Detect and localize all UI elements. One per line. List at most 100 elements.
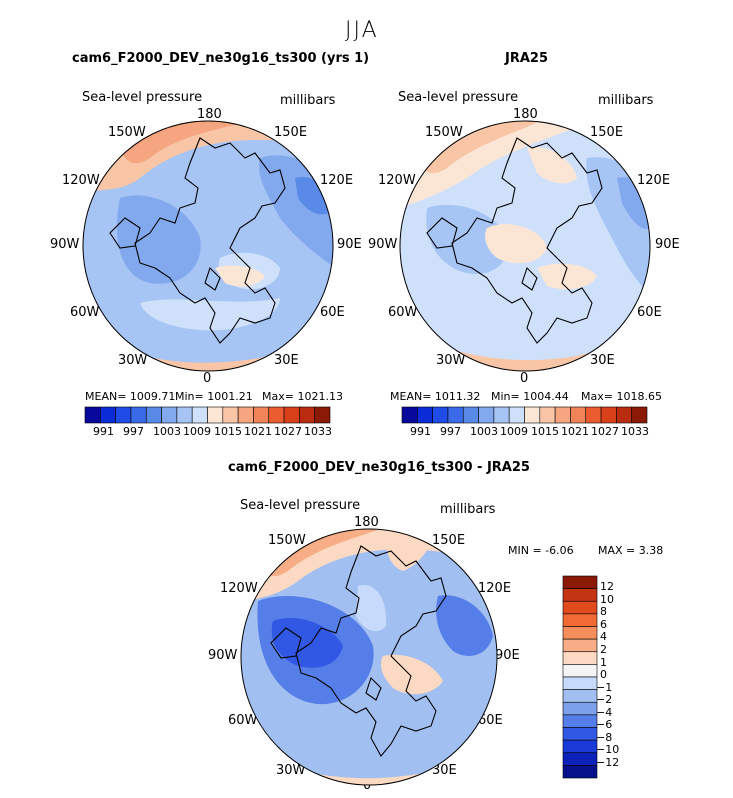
panel1-colorbar [84, 406, 331, 424]
colorbar-swatch [631, 406, 648, 424]
colorbar-swatch [585, 406, 602, 424]
colorbar-swatch [314, 406, 331, 424]
panel1-colorbar-tick: 1015 [214, 425, 242, 438]
panel2-high-patch-north [527, 147, 577, 184]
colorbar-swatch [562, 739, 598, 754]
panel3-lon-30e: 30E [432, 763, 457, 778]
panel1-lon-150w: 150W [108, 125, 146, 140]
colorbar-swatch [562, 575, 598, 589]
panel3-colorbar-tick: −4 [596, 706, 613, 719]
colorbar-swatch [539, 406, 556, 424]
panel3-coastline [270, 545, 447, 757]
panel1-title: cam6_F2000_DEV_ne30g16_ts300 (yrs 1) [72, 51, 370, 66]
panel3-lon-30w: 30W [276, 763, 306, 778]
panel3-colorbar-tick: −6 [596, 718, 613, 731]
colorbar-swatch [191, 406, 208, 424]
panel1-lon-150e: 150E [274, 125, 308, 140]
colorbar-swatch [570, 406, 587, 424]
colorbar-swatch [562, 600, 598, 615]
panel2-lon-0: 0 [520, 371, 529, 386]
colorbar-swatch [616, 406, 632, 424]
colorbar-swatch [562, 765, 598, 779]
panel3-lon-90w: 90W [208, 648, 238, 663]
colorbar-swatch [562, 626, 598, 640]
colorbar-swatch [84, 406, 101, 424]
panel2-colorbar-tick: 1003 [470, 425, 498, 438]
colorbar-swatch [100, 406, 116, 424]
panel3-colorbar-tick: −8 [596, 731, 613, 744]
panel3-lon-120e: 120E [478, 581, 512, 596]
panel3-lon-150w: 150W [268, 533, 306, 548]
panel3-negative-east [436, 595, 493, 656]
panel1-lon-90w: 90W [50, 237, 80, 252]
panel1-lon-30w: 30W [118, 353, 148, 368]
panel2-map [399, 120, 651, 372]
panel1-colorbar-tick: 1003 [153, 425, 181, 438]
panel2-high-patch-east [537, 263, 597, 290]
panel1-coastline [109, 137, 286, 344]
panel3-lon-180: 180 [354, 515, 379, 530]
colorbar-swatch [432, 406, 449, 424]
panel3-map [240, 528, 498, 786]
panel3-colorbar-tick: 1 [600, 656, 607, 669]
panel2-min: Min= 1004.44 [491, 390, 569, 403]
panel1-lon-120w: 120W [62, 173, 100, 188]
panel3-colorbar-tick: 6 [600, 618, 607, 631]
colorbar-swatch [508, 406, 525, 424]
colorbar-swatch [253, 406, 270, 424]
panel3-colorbar-tick: 8 [600, 605, 607, 618]
panel3-lon-60e: 60E [478, 713, 503, 728]
colorbar-swatch [161, 406, 178, 424]
colorbar-swatch [447, 406, 464, 424]
colorbar-swatch [600, 406, 617, 424]
panel2-units-label: millibars [598, 93, 654, 108]
panel1-lon-180: 180 [197, 107, 222, 122]
panel2-lon-150e: 150E [590, 125, 624, 140]
colorbar-swatch [115, 406, 132, 424]
panel3-colorbar-tick: 12 [600, 580, 614, 593]
panel3-colorbar [562, 575, 598, 779]
panel2-colorbar-tick: 991 [410, 425, 431, 438]
panel1-mean: MEAN= 1009.71 [85, 390, 176, 403]
panel2-lon-30w: 30W [436, 353, 466, 368]
panel2-low-pressure-west [426, 204, 508, 274]
panel1-colorbar-tick: 1027 [274, 425, 302, 438]
colorbar-swatch [562, 664, 598, 678]
panel3-max: MAX = 3.38 [598, 544, 664, 557]
panel2-lon-180: 180 [513, 107, 538, 122]
panel2-colorbar-tick: 1033 [621, 425, 649, 438]
colorbar-swatch [130, 406, 147, 424]
panel1-map [82, 120, 334, 372]
colorbar-swatch [562, 727, 598, 741]
panel2-colorbar-tick: 997 [440, 425, 461, 438]
panel3-lon-120w: 120W [220, 581, 258, 596]
panel1-lon-90e: 90E [337, 237, 362, 252]
panel3-colorbar-tick: −2 [596, 693, 613, 706]
panel1-colorbar-tick: 1033 [304, 425, 332, 438]
panel1-low-pressure-west [116, 195, 201, 284]
panel1-colorbar-tick: 991 [93, 425, 114, 438]
colorbar-swatch [237, 406, 254, 424]
colorbar-swatch [562, 676, 598, 690]
panel3-variable-label: Sea-level pressure [240, 498, 361, 513]
panel2-coastline [426, 137, 603, 344]
panel1-units-label: millibars [280, 93, 336, 108]
colorbar-swatch [417, 406, 433, 424]
panel2-lon-60e: 60E [637, 305, 662, 320]
colorbar-swatch [401, 406, 418, 424]
panel2-lon-150w: 150W [425, 125, 463, 140]
panel2-colorbar [401, 406, 648, 424]
panel1-min: Min= 1001.21 [175, 390, 253, 403]
panel1-variable-label: Sea-level pressure [82, 90, 203, 105]
colorbar-swatch [562, 651, 598, 665]
panel1-neutral-patch-south [140, 298, 280, 331]
panel1-max: Max= 1021.13 [262, 390, 343, 403]
panel2-variable-label: Sea-level pressure [398, 90, 519, 105]
colorbar-swatch [207, 406, 224, 424]
panel3-colorbar-tick: −1 [596, 681, 613, 694]
panel2-high-patch-center [485, 224, 547, 264]
panel1-lon-60e: 60E [320, 305, 345, 320]
panel3-neutral-strip [356, 585, 387, 632]
colorbar-swatch [299, 406, 315, 424]
panel1-colorbar-tick: 997 [123, 425, 144, 438]
